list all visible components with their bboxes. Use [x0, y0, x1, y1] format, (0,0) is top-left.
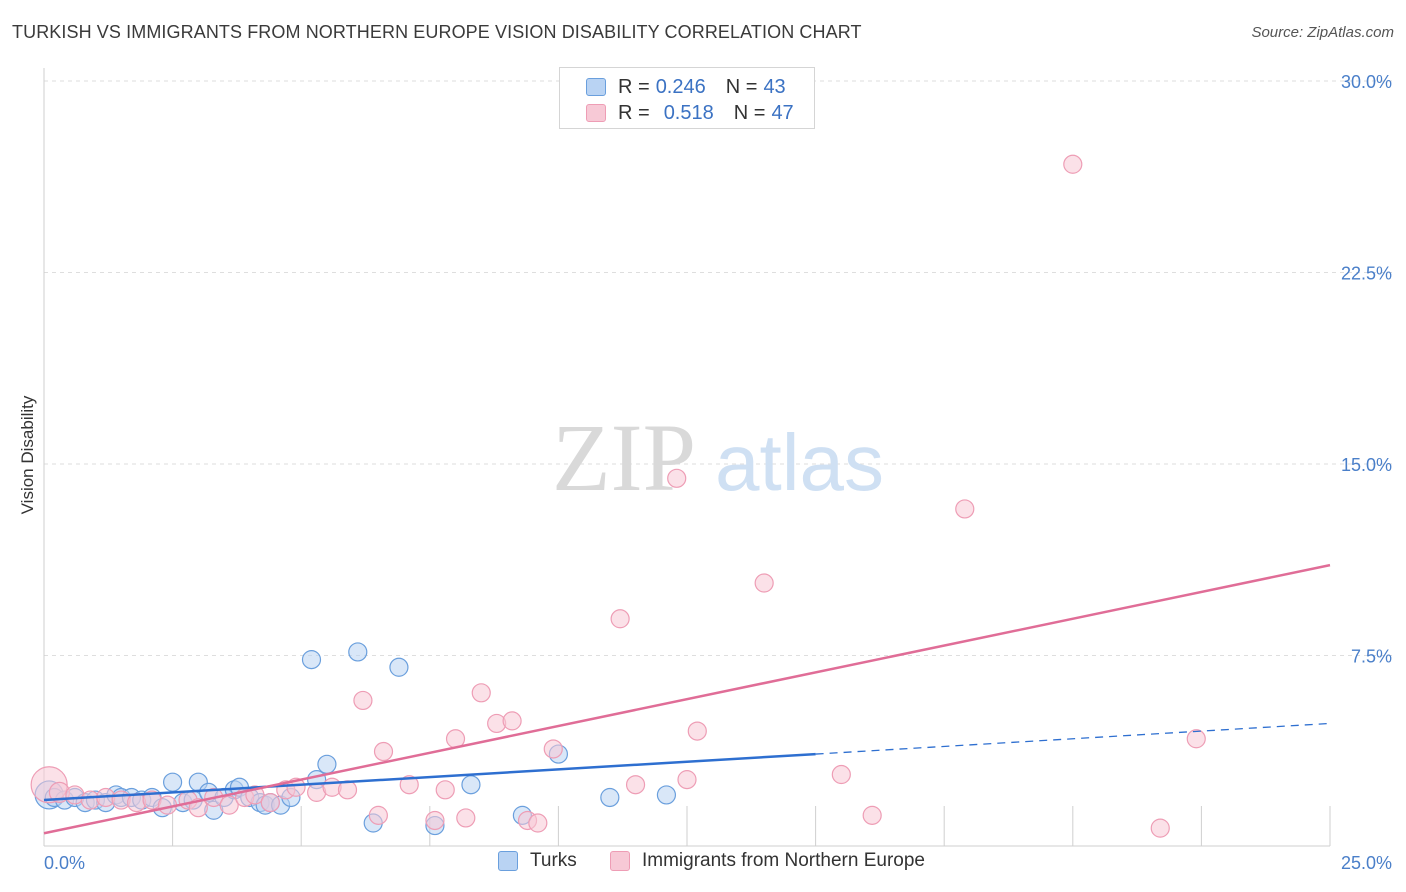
northern-europe-point	[1186, 729, 1206, 749]
series-swatch-northern-europe	[610, 851, 630, 871]
northern-europe-point	[677, 770, 697, 790]
legend-n-label: N =	[733, 101, 766, 124]
turks-point	[600, 787, 620, 808]
northern-europe-point	[435, 780, 455, 800]
northern-europe-point	[502, 711, 522, 731]
series-legend-turks[interactable]: Turks	[498, 850, 577, 872]
northern-europe-point	[625, 775, 646, 795]
northern-europe-point	[955, 499, 975, 519]
northern-europe-point	[399, 775, 419, 795]
northern-europe-point	[471, 683, 491, 703]
trend-layer	[43, 563, 1331, 835]
series-legend-northern-europe[interactable]: Immigrants from Northern Europe	[610, 850, 925, 872]
turks-point	[317, 754, 337, 774]
series-swatch-turks	[498, 851, 518, 871]
turks-trend-extension	[815, 722, 1331, 755]
northern-europe-point	[368, 805, 388, 825]
series-legend: Turks Immigrants from Northern Europe	[0, 850, 1406, 878]
y-tick-label: 7.5%	[1351, 647, 1392, 667]
northern-europe-point	[353, 690, 373, 711]
correlation-legend: R = 0.246 N = 43 R = 0.518 N = 47	[559, 67, 815, 129]
y-tick-label: 22.5%	[1341, 264, 1392, 284]
axis-layer: 7.5% 15.0% 22.5% 30.0%	[43, 68, 1392, 847]
turks-point	[461, 775, 481, 795]
x-tick-label-min: 0.0%	[44, 853, 85, 873]
northern-europe-point	[1063, 154, 1083, 174]
chart-source: Source: ZipAtlas.com	[1251, 24, 1394, 41]
series-label-northern-europe: Immigrants from Northern Europe	[642, 850, 925, 871]
northern-europe-point	[862, 805, 882, 825]
grid-layer	[44, 80, 1392, 656]
northern-europe-point	[610, 609, 630, 629]
northern-europe-point	[528, 813, 548, 833]
legend-r-label: R =	[618, 75, 650, 98]
legend-swatch-turks	[586, 78, 606, 96]
legend-r-label: R =	[618, 101, 650, 124]
northern-europe-point	[219, 795, 239, 815]
legend-n-label: N =	[725, 75, 758, 98]
x-tick-label-max: 25.0%	[1341, 853, 1392, 873]
legend-swatch-northern-europe	[586, 104, 606, 122]
turks-point	[389, 657, 409, 677]
watermark-atlas: atlas	[715, 418, 884, 507]
legend-r-value: 0.518	[663, 101, 714, 124]
northern-europe-point	[1150, 818, 1170, 838]
series-label-turks: Turks	[530, 850, 577, 871]
northern-europe-point	[456, 808, 476, 828]
northern-europe-point	[667, 468, 687, 488]
watermark-zip: ZIP	[552, 404, 696, 511]
legend-n-value: 43	[763, 75, 786, 98]
turks-point	[656, 785, 677, 805]
legend-r-value: 0.246	[655, 75, 706, 98]
legend-n-value: 47	[771, 101, 794, 124]
chart-title: TURKISH VS IMMIGRANTS FROM NORTHERN EURO…	[12, 22, 862, 42]
turks-point	[163, 772, 183, 792]
northern-europe-point	[754, 573, 774, 593]
turks-point	[348, 642, 368, 662]
y-tick-label: 15.0%	[1341, 455, 1392, 475]
northern-europe-point	[543, 739, 563, 759]
northern-europe-trend-line	[43, 563, 1331, 835]
watermark: ZIP atlas	[552, 404, 884, 511]
turks-trend-line	[43, 752, 816, 802]
turks-point	[301, 650, 322, 670]
y-tick-label: 30.0%	[1341, 72, 1392, 92]
legend-row-northern-europe: R = 0.518 N = 47	[586, 100, 794, 126]
northern-europe-point	[687, 721, 707, 741]
northern-europe-point	[373, 741, 394, 762]
northern-europe-point	[425, 810, 445, 831]
y-axis-title: Vision Disability	[18, 395, 37, 514]
legend-row-turks: R = 0.246 N = 43	[586, 74, 786, 100]
northern-europe-point	[260, 792, 280, 813]
northern-europe-point	[831, 764, 851, 785]
